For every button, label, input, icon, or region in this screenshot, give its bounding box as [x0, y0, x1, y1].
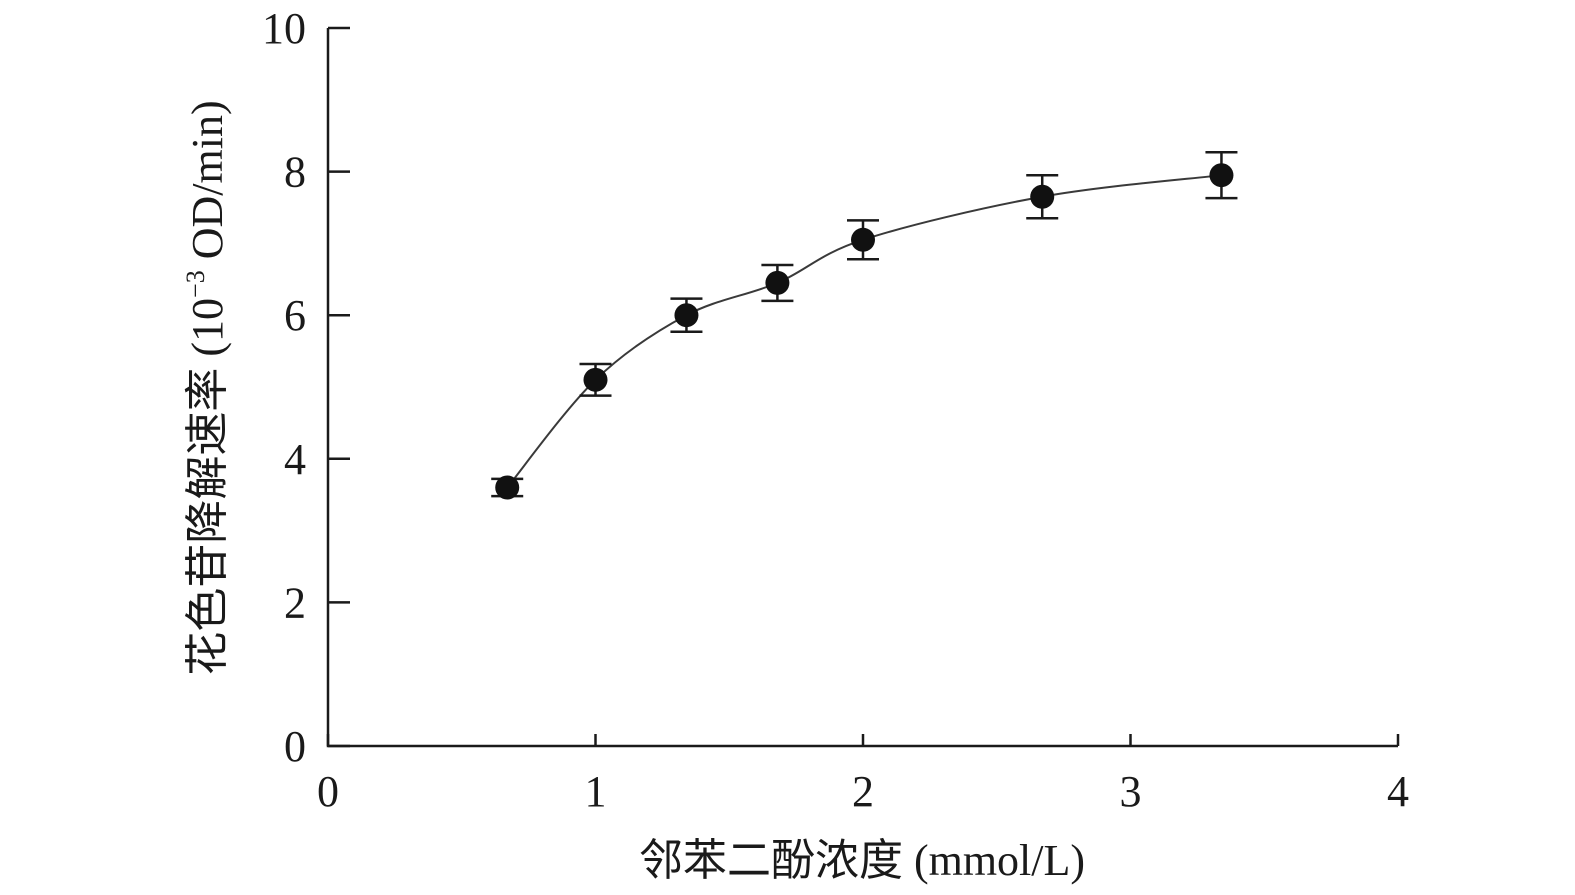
- plot-area: [491, 150, 1238, 500]
- x-tick-label: 3: [1120, 767, 1142, 816]
- x-tick-label: 2: [852, 767, 874, 816]
- data-point: [851, 227, 875, 252]
- y-axis-label: 花色苷降解速率 (10−3 OD/min): [181, 100, 232, 675]
- y-axis-label-tail: OD/min): [183, 100, 232, 270]
- x-axis-ticks: 0 1 2 3 4: [317, 734, 1409, 816]
- data-point: [1209, 163, 1234, 188]
- y-axis-ticks: 0 2 4 6 8 10: [262, 4, 350, 771]
- axis-lines: [326, 28, 1398, 748]
- data-point: [765, 270, 790, 295]
- y-tick-label: 8: [284, 148, 306, 197]
- x-axis-label: 邻苯二酚浓度 (mmol/L): [639, 836, 1085, 885]
- series-line: [506, 174, 1222, 489]
- data-point: [674, 303, 699, 328]
- data-point: [1030, 184, 1055, 209]
- data-point: [583, 367, 608, 392]
- chart-axes: [326, 28, 1398, 748]
- y-tick-label: 2: [284, 578, 306, 627]
- x-tick-label: 1: [585, 767, 607, 816]
- y-tick-label: 10: [262, 4, 306, 53]
- y-tick-label: 4: [284, 435, 306, 484]
- x-tick-label: 0: [317, 767, 339, 816]
- data-point: [495, 475, 520, 500]
- y-axis-label-superscript: −3: [181, 270, 210, 298]
- y-tick-label: 0: [284, 722, 306, 771]
- x-tick-label: 4: [1387, 767, 1409, 816]
- y-axis-label-main: 花色苷降解速率 (10: [183, 298, 232, 676]
- y-tick-label: 6: [284, 291, 306, 340]
